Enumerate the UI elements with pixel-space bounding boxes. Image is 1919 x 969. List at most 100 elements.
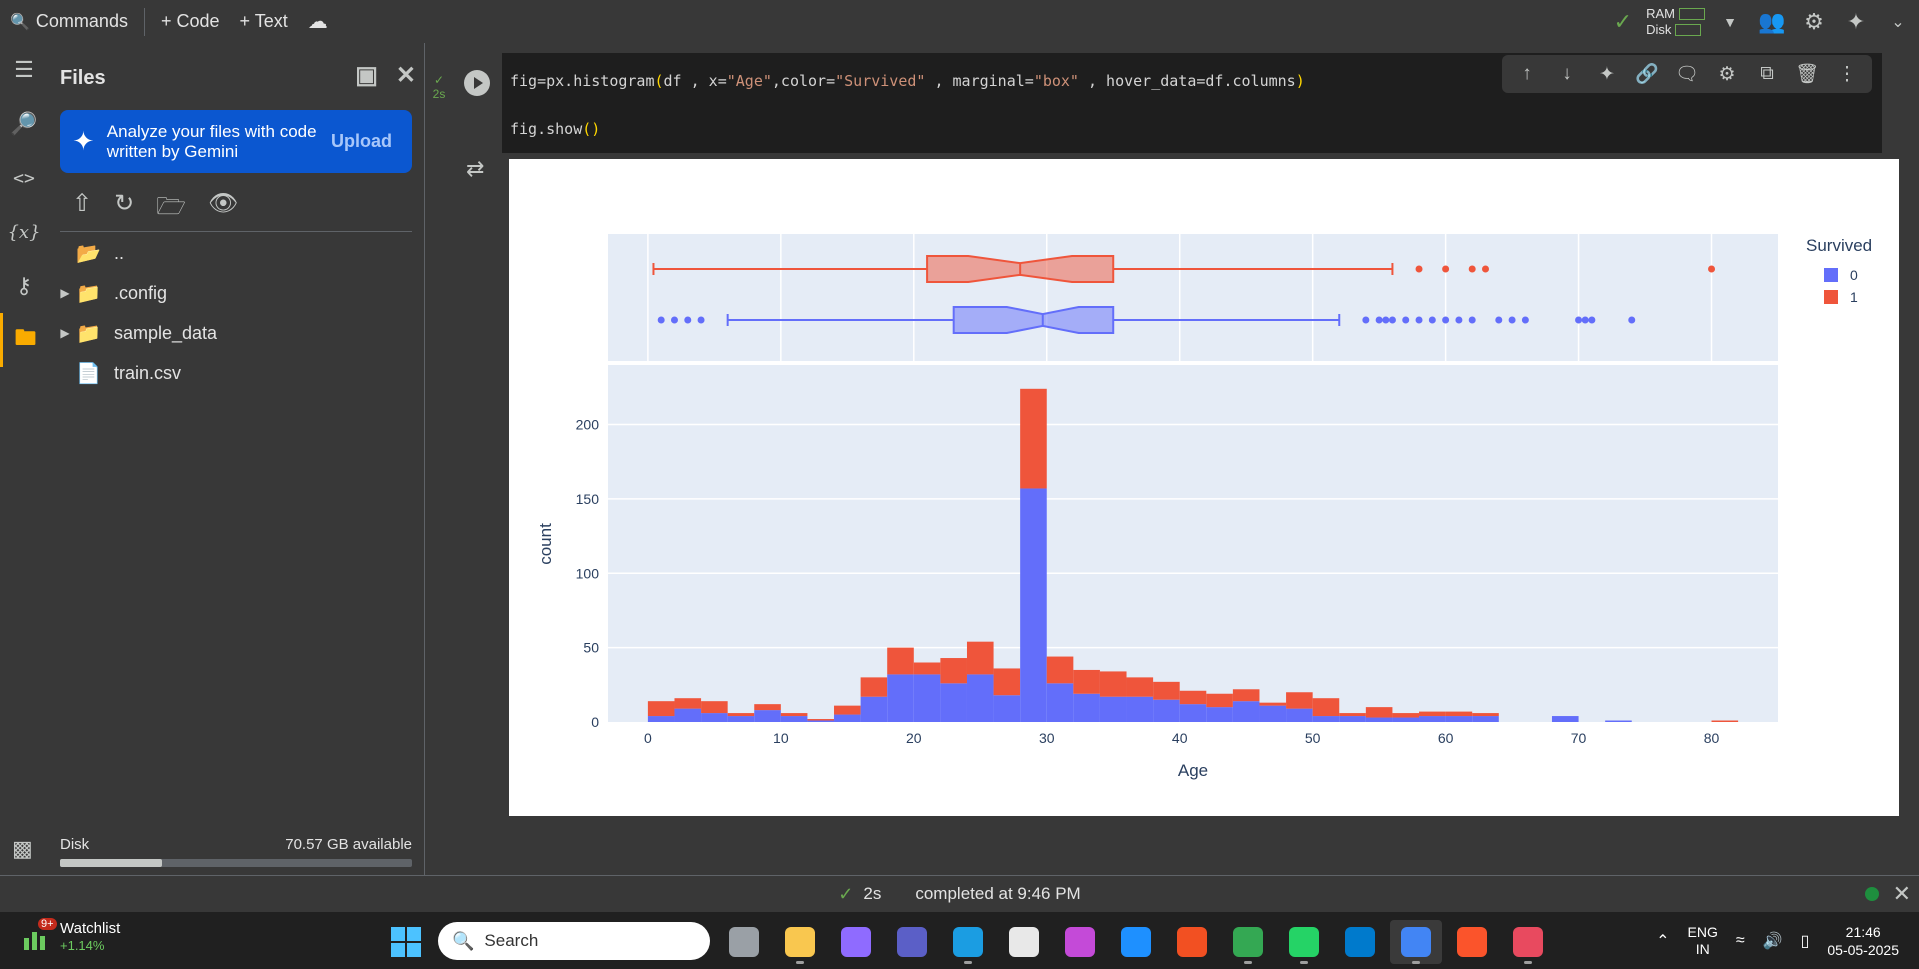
histogram-bar-survived-1[interactable] xyxy=(1392,713,1420,718)
histogram-bar-survived-0[interactable] xyxy=(727,716,755,722)
tree-row-config[interactable]: ▶ 📁 .config xyxy=(48,273,425,313)
histogram-bar-survived-0[interactable] xyxy=(993,695,1021,722)
histogram-bar-survived-1[interactable] xyxy=(913,662,941,675)
comment-icon[interactable]: 🗨 xyxy=(1674,64,1700,85)
taskbar-app-vscode[interactable] xyxy=(1334,920,1386,964)
box-iqr[interactable] xyxy=(952,306,1115,334)
histogram-bar-survived-0[interactable] xyxy=(1020,488,1047,722)
cell-settings-gear-icon[interactable]: ⚙ xyxy=(1718,63,1736,85)
box-outlier-point[interactable] xyxy=(1382,316,1390,324)
box-outlier-point[interactable] xyxy=(1468,265,1476,273)
add-code-button[interactable]: + Code xyxy=(160,11,220,31)
histogram-bar-survived-0[interactable] xyxy=(1259,705,1287,722)
box-outlier-point[interactable] xyxy=(1428,316,1436,324)
legend-swatch-1[interactable] xyxy=(1824,290,1838,304)
histogram-bar-survived-0[interactable] xyxy=(1286,708,1313,722)
histogram-bar-survived-0[interactable] xyxy=(1153,699,1180,722)
histogram-bar-survived-1[interactable] xyxy=(1232,689,1260,702)
histogram-bar-survived-1[interactable] xyxy=(887,647,914,675)
watchlist-widget[interactable]: 9+ Watchlist +1.14% xyxy=(22,918,120,954)
find-replace-icon[interactable]: 🔎 xyxy=(10,111,38,136)
taskbar-app-photos[interactable] xyxy=(1166,920,1218,964)
tree-row-sample-data[interactable]: ▶ 📁 sample_data xyxy=(48,313,425,353)
histogram-bar-survived-1[interactable] xyxy=(993,668,1021,696)
box-outlier-point[interactable] xyxy=(1495,316,1503,324)
files-folder-icon[interactable]: 🖿 xyxy=(0,313,48,367)
histogram-bar-survived-1[interactable] xyxy=(1365,707,1393,718)
move-down-icon[interactable]: ↓ xyxy=(1562,63,1572,84)
histogram-bar-survived-1[interactable] xyxy=(701,701,728,714)
histogram-bar-survived-1[interactable] xyxy=(1046,656,1074,684)
box-outlier-point[interactable] xyxy=(1375,316,1383,324)
histogram-bar-survived-0[interactable] xyxy=(780,716,808,722)
histogram-bar-survived-0[interactable] xyxy=(1419,716,1446,722)
histogram-bar-survived-1[interactable] xyxy=(727,713,755,717)
histogram-bar-survived-0[interactable] xyxy=(834,714,861,722)
histogram-bar-survived-0[interactable] xyxy=(1445,716,1473,722)
histogram-bar-survived-0[interactable] xyxy=(1206,707,1233,722)
box-outlier-point[interactable] xyxy=(1415,316,1423,324)
gemini-sparkle-icon[interactable]: ✦ xyxy=(1599,63,1615,85)
variables-icon[interactable]: {x} xyxy=(7,221,41,243)
histogram-bar-survived-0[interactable] xyxy=(1232,701,1260,722)
histogram-bar-survived-0[interactable] xyxy=(1312,716,1340,722)
box-outlier-point[interactable] xyxy=(670,316,678,324)
taskbar-app-brave[interactable] xyxy=(1446,920,1498,964)
box-outlier-point[interactable] xyxy=(1455,316,1463,324)
histogram-bar-survived-0[interactable] xyxy=(647,716,675,722)
histogram-bar-survived-1[interactable] xyxy=(1259,702,1287,706)
box-outlier-point[interactable] xyxy=(1442,265,1450,273)
box-outlier-point[interactable] xyxy=(1402,316,1410,324)
taskbar-app-copilot[interactable] xyxy=(830,920,882,964)
histogram-bar-survived-1[interactable] xyxy=(1020,388,1047,489)
histogram-bar-survived-1[interactable] xyxy=(674,698,702,709)
histogram-bar-survived-1[interactable] xyxy=(1472,713,1499,717)
box-outlier-point[interactable] xyxy=(1708,265,1716,273)
code-snippets-icon[interactable]: <> xyxy=(13,167,35,189)
legend-swatch-0[interactable] xyxy=(1824,268,1838,282)
histogram-bar-survived-0[interactable] xyxy=(754,710,781,722)
histogram-bar-survived-0[interactable] xyxy=(913,674,941,722)
legend-label-1[interactable]: 1 xyxy=(1850,289,1858,305)
histogram-bar-survived-0[interactable] xyxy=(1392,717,1420,722)
settings-gear-icon[interactable]: ⚙ xyxy=(1804,8,1824,34)
histogram-bar-survived-0[interactable] xyxy=(887,674,914,722)
histogram-bar-survived-1[interactable] xyxy=(1126,677,1154,697)
histogram-bar-survived-1[interactable] xyxy=(1153,681,1180,700)
histogram-bar-survived-1[interactable] xyxy=(1312,698,1340,717)
commands-button[interactable]: 🔍 Commands xyxy=(10,11,128,31)
plotly-figure[interactable]: 0 10 20 30 40 50 60 70 80 0 50 100 150 200 Age count… xyxy=(509,159,1899,816)
upload-link[interactable]: Upload xyxy=(331,131,392,151)
box-outlier-point[interactable] xyxy=(1442,316,1450,324)
box-plot-survived-0[interactable] xyxy=(657,306,1636,334)
taskbar-app-edge[interactable] xyxy=(942,920,994,964)
taskbar-app-m365[interactable] xyxy=(1054,920,1106,964)
histogram-bar-survived-0[interactable] xyxy=(966,674,994,722)
box-outlier-point[interactable] xyxy=(1468,316,1476,324)
histogram-bar-survived-0[interactable] xyxy=(1099,696,1127,722)
histogram-bar-survived-1[interactable] xyxy=(754,704,781,711)
close-icon[interactable]: ✕ xyxy=(395,62,416,89)
more-options-icon[interactable]: ⋮ xyxy=(1837,63,1857,85)
battery-icon[interactable]: ▯ xyxy=(1800,932,1810,950)
histogram-bar-survived-0[interactable] xyxy=(1365,717,1393,722)
box-outlier-point[interactable] xyxy=(1415,265,1423,273)
histogram-bar-survived-1[interactable] xyxy=(780,713,808,717)
box-outlier-point[interactable] xyxy=(1388,316,1396,324)
box-outlier-point[interactable] xyxy=(1508,316,1516,324)
tree-row-parent[interactable]: 📂 .. xyxy=(76,242,125,265)
taskbar-app-chrome-profile[interactable] xyxy=(1390,920,1442,964)
histogram-bar-survived-0[interactable] xyxy=(860,696,888,722)
histogram-bar-survived-0[interactable] xyxy=(1073,693,1100,722)
run-cell-button[interactable] xyxy=(464,70,490,96)
taskbar-search[interactable]: 🔍 Search xyxy=(438,922,710,960)
histogram-bar-survived-1[interactable] xyxy=(1073,669,1100,694)
expand-caret-icon[interactable]: ▶ xyxy=(60,326,70,340)
refresh-icon[interactable]: ↻ xyxy=(114,190,135,217)
secrets-key-icon[interactable]: ⚷ xyxy=(15,273,33,298)
box-outlier-point[interactable] xyxy=(1362,316,1370,324)
mirror-cell-icon[interactable]: ⧉ xyxy=(1760,63,1774,84)
histogram-bar-survived-1[interactable] xyxy=(966,641,994,675)
histogram-bar-survived-1[interactable] xyxy=(1339,713,1366,717)
open-in-tab-icon[interactable]: ▣ xyxy=(355,62,378,89)
